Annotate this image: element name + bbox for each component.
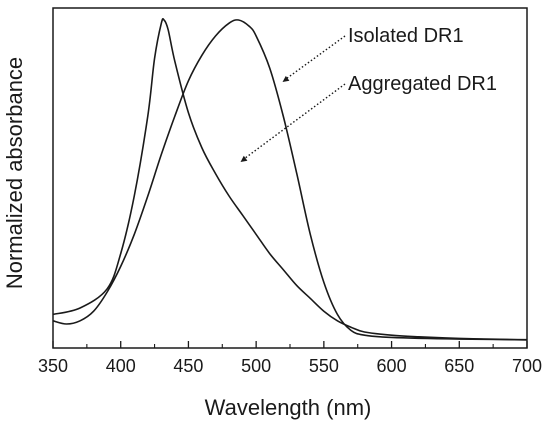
aggregated-dr1-arrow <box>242 83 346 161</box>
x-tick-label: 400 <box>106 356 136 376</box>
x-ticks: 350 400 450 500 550 600 650 700 <box>38 341 542 376</box>
x-tick-label: 350 <box>38 356 68 376</box>
aggregated-dr1-arrowhead <box>240 155 248 162</box>
isolated-dr1-arrow <box>284 35 346 81</box>
x-tick-label: 450 <box>173 356 203 376</box>
aggregated-dr1-line <box>52 19 528 341</box>
x-tick-label: 550 <box>309 356 339 376</box>
aggregated-dr1-label: Aggregated DR1 <box>348 73 497 95</box>
plot-frame <box>52 7 528 349</box>
annotations: Isolated DR1 Aggregated DR1 <box>240 25 497 162</box>
isolated-dr1-arrowhead <box>282 75 290 82</box>
x-tick-label: 600 <box>377 356 407 376</box>
plot-layer <box>52 7 528 349</box>
x-axis-title: Wavelength (nm) <box>205 395 372 420</box>
x-tick-label: 700 <box>512 356 542 376</box>
isolated-dr1-label: Isolated DR1 <box>348 25 464 47</box>
isolated-dr1-line <box>52 17 528 341</box>
x-tick-label: 500 <box>241 356 271 376</box>
x-tick-label: 650 <box>444 356 474 376</box>
y-axis-title: Normalized absorbance <box>2 57 27 289</box>
